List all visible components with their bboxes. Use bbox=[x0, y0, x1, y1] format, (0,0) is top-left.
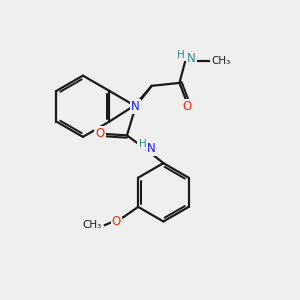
Text: CH₃: CH₃ bbox=[83, 220, 102, 230]
Text: O: O bbox=[182, 100, 191, 113]
Text: N: N bbox=[147, 142, 156, 155]
Text: N: N bbox=[131, 100, 140, 113]
Text: N: N bbox=[187, 52, 196, 65]
Text: O: O bbox=[112, 215, 121, 228]
Text: CH₃: CH₃ bbox=[212, 56, 231, 66]
Text: H: H bbox=[177, 50, 185, 60]
Text: H: H bbox=[139, 139, 146, 149]
Text: O: O bbox=[95, 128, 104, 140]
